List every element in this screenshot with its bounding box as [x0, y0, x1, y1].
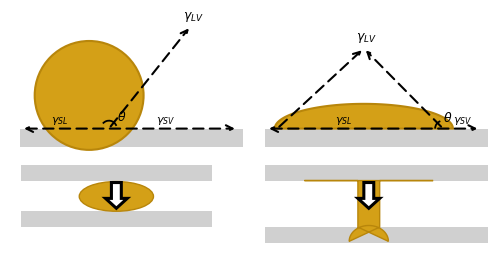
Polygon shape: [106, 183, 128, 208]
Text: $\gamma_{LV}$: $\gamma_{LV}$: [182, 10, 204, 24]
Polygon shape: [274, 104, 453, 129]
Ellipse shape: [34, 41, 144, 150]
Polygon shape: [304, 181, 433, 241]
Text: $\theta$: $\theta$: [116, 110, 126, 124]
Text: $\theta$: $\theta$: [444, 111, 452, 125]
Bar: [265, 165, 488, 181]
Text: $\gamma_{LV}$: $\gamma_{LV}$: [356, 31, 376, 45]
Bar: [22, 211, 212, 227]
Bar: [265, 129, 488, 147]
Bar: [20, 129, 242, 147]
Text: $\gamma_{SL}$: $\gamma_{SL}$: [51, 115, 68, 127]
Text: $\gamma_{SV}$: $\gamma_{SV}$: [156, 115, 176, 127]
Polygon shape: [358, 183, 380, 208]
Bar: [22, 165, 212, 181]
Text: $\gamma_{SL}$: $\gamma_{SL}$: [336, 115, 352, 127]
Text: $\gamma_{SV}$: $\gamma_{SV}$: [453, 115, 472, 127]
Ellipse shape: [79, 182, 154, 211]
Bar: [265, 227, 488, 243]
